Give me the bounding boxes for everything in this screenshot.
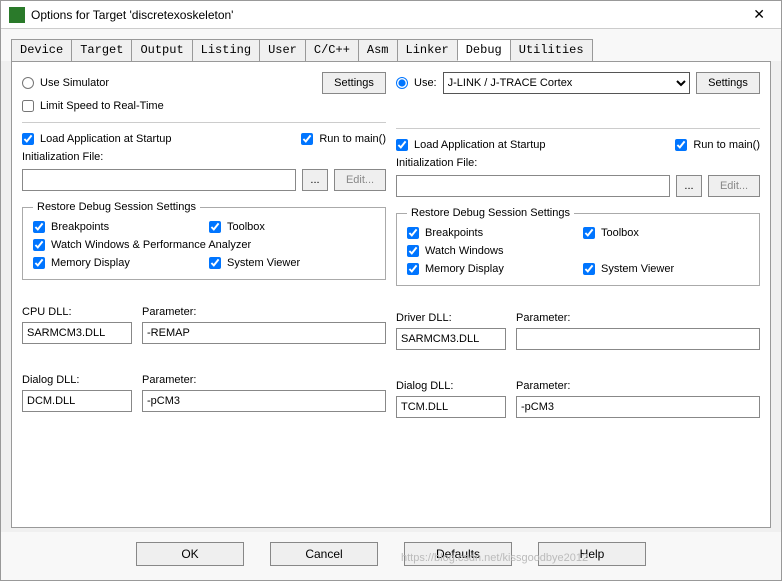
use-simulator-radio[interactable] — [22, 77, 34, 89]
target-panel: Use: J-LINK / J-TRACE Cortex Settings Lo… — [396, 72, 760, 517]
watch-right-checkbox[interactable] — [407, 245, 419, 257]
dialog-dll-right-label: Dialog DLL: — [396, 380, 506, 392]
run-main-left-checkbox[interactable] — [301, 133, 313, 145]
target-settings-button[interactable]: Settings — [696, 72, 760, 94]
dialog-dll-right-input[interactable] — [396, 396, 506, 418]
run-main-right-checkbox[interactable] — [675, 139, 687, 151]
dialog-param-left-label: Parameter: — [142, 374, 386, 386]
dialog-param-right-input[interactable] — [516, 396, 760, 418]
memory-left-label: Memory Display — [51, 257, 130, 269]
watch-left-label: Watch Windows & Performance Analyzer — [51, 239, 251, 251]
tab-cc[interactable]: C/C++ — [305, 39, 359, 61]
browse-right-button[interactable]: ... — [676, 175, 702, 197]
run-main-left-label: Run to main() — [319, 133, 386, 145]
sysviewer-right-label: System Viewer — [601, 263, 674, 275]
edit-right-button[interactable]: Edit... — [708, 175, 760, 197]
sysviewer-right-checkbox[interactable] — [583, 263, 595, 275]
load-startup-left-label: Load Application at Startup — [40, 133, 295, 145]
use-target-radio[interactable] — [396, 77, 408, 89]
init-file-left-label: Initialization File: — [22, 151, 386, 163]
run-main-right-label: Run to main() — [693, 139, 760, 151]
debug-driver-select[interactable]: J-LINK / J-TRACE Cortex — [443, 72, 690, 94]
restore-left-legend: Restore Debug Session Settings — [33, 201, 200, 213]
toolbox-left-checkbox[interactable] — [209, 221, 221, 233]
dialog-param-left-input[interactable] — [142, 390, 386, 412]
use-simulator-label: Use Simulator — [40, 77, 316, 89]
load-startup-left-checkbox[interactable] — [22, 133, 34, 145]
watch-right-label: Watch Windows — [425, 245, 503, 257]
titlebar: Options for Target 'discretexoskeleton' … — [1, 1, 781, 29]
tab-strip: DeviceTargetOutputListingUserC/C++AsmLin… — [1, 29, 781, 61]
sysviewer-left-checkbox[interactable] — [209, 257, 221, 269]
sysviewer-left-label: System Viewer — [227, 257, 300, 269]
restore-right-group: Restore Debug Session Settings Breakpoin… — [396, 207, 760, 286]
dialog-dll-left-label: Dialog DLL: — [22, 374, 132, 386]
tab-user[interactable]: User — [259, 39, 306, 61]
toolbox-left-label: Toolbox — [227, 221, 265, 233]
divider — [22, 122, 386, 123]
load-startup-right-checkbox[interactable] — [396, 139, 408, 151]
tab-target[interactable]: Target — [71, 39, 132, 61]
cancel-button[interactable]: Cancel — [270, 542, 378, 566]
load-startup-right-label: Load Application at Startup — [414, 139, 669, 151]
tab-debug[interactable]: Debug — [457, 39, 511, 61]
breakpoints-left-checkbox[interactable] — [33, 221, 45, 233]
dialog-param-right-label: Parameter: — [516, 380, 760, 392]
driver-param-label: Parameter: — [516, 312, 760, 324]
browse-left-button[interactable]: ... — [302, 169, 328, 191]
simulator-panel: Use Simulator Settings Limit Speed to Re… — [22, 72, 386, 517]
tab-linker[interactable]: Linker — [397, 39, 458, 61]
driver-dll-input[interactable] — [396, 328, 506, 350]
memory-right-label: Memory Display — [425, 263, 504, 275]
app-icon — [9, 7, 25, 23]
driver-param-input[interactable] — [516, 328, 760, 350]
toolbox-right-label: Toolbox — [601, 227, 639, 239]
cpu-dll-input[interactable] — [22, 322, 132, 344]
options-dialog: Options for Target 'discretexoskeleton' … — [0, 0, 782, 581]
debug-tab-content: Use Simulator Settings Limit Speed to Re… — [11, 61, 771, 528]
memory-left-checkbox[interactable] — [33, 257, 45, 269]
tab-utilities[interactable]: Utilities — [510, 39, 593, 61]
limit-speed-label: Limit Speed to Real-Time — [40, 100, 164, 112]
restore-left-group: Restore Debug Session Settings Breakpoin… — [22, 201, 386, 280]
cpu-param-label: Parameter: — [142, 306, 386, 318]
button-bar: OK Cancel Defaults Help https://blog.csd… — [1, 532, 781, 580]
toolbox-right-checkbox[interactable] — [583, 227, 595, 239]
init-file-right-input[interactable] — [396, 175, 670, 197]
tab-listing[interactable]: Listing — [192, 39, 260, 61]
breakpoints-right-checkbox[interactable] — [407, 227, 419, 239]
close-icon[interactable]: ✕ — [745, 4, 773, 25]
dialog-dll-left-input[interactable] — [22, 390, 132, 412]
edit-left-button[interactable]: Edit... — [334, 169, 386, 191]
sim-settings-button[interactable]: Settings — [322, 72, 386, 94]
restore-right-legend: Restore Debug Session Settings — [407, 207, 574, 219]
cpu-dll-label: CPU DLL: — [22, 306, 132, 318]
cpu-param-input[interactable] — [142, 322, 386, 344]
help-button[interactable]: Help — [538, 542, 646, 566]
breakpoints-left-label: Breakpoints — [51, 221, 109, 233]
limit-speed-checkbox[interactable] — [22, 100, 34, 112]
ok-button[interactable]: OK — [136, 542, 244, 566]
breakpoints-right-label: Breakpoints — [425, 227, 483, 239]
window-title: Options for Target 'discretexoskeleton' — [31, 8, 745, 22]
divider — [396, 128, 760, 129]
memory-right-checkbox[interactable] — [407, 263, 419, 275]
use-target-label: Use: — [414, 77, 437, 89]
init-file-left-input[interactable] — [22, 169, 296, 191]
tab-device[interactable]: Device — [11, 39, 72, 61]
init-file-right-label: Initialization File: — [396, 157, 760, 169]
watch-left-checkbox[interactable] — [33, 239, 45, 251]
driver-dll-label: Driver DLL: — [396, 312, 506, 324]
tab-output[interactable]: Output — [131, 39, 192, 61]
tab-asm[interactable]: Asm — [358, 39, 398, 61]
defaults-button[interactable]: Defaults — [404, 542, 512, 566]
